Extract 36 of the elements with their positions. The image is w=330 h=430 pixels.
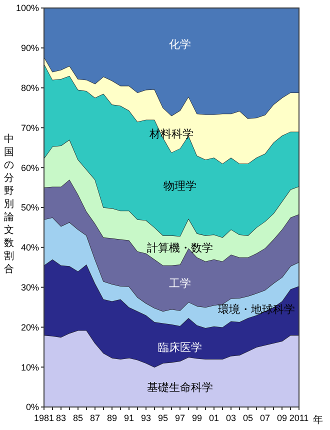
y-tick-label: 30% <box>20 282 39 292</box>
x-tick-label: 91 <box>124 413 134 423</box>
x-tick-label: 93 <box>140 413 152 423</box>
y-tick-label: 40% <box>20 242 39 253</box>
y-tick-label: 80% <box>20 82 39 93</box>
y-tick-label: 0% <box>26 402 39 412</box>
y-tick-label: 60% <box>20 162 39 173</box>
y-tick-label: 20% <box>20 322 39 332</box>
x-tick-label: 89 <box>106 413 118 423</box>
x-tick-label: 99 <box>192 413 202 423</box>
x-tick-label: 95 <box>158 413 168 423</box>
y-tick-label: 70% <box>20 122 39 133</box>
text: 中国の分野別論文数割合 <box>4 134 14 275</box>
x-tick-label: 1981 <box>34 413 54 423</box>
x-tick-label: 83 <box>56 413 66 423</box>
x-tick-label: 85 <box>72 413 84 423</box>
y-tick-label: 100% <box>16 3 39 14</box>
x-tick-label: 05 <box>242 413 254 423</box>
x-tick-label: 03 <box>226 413 236 423</box>
series-label: 材料科学 <box>148 128 194 141</box>
series-label: 臨床医学 <box>158 341 202 354</box>
series-label: 工学 <box>169 278 191 290</box>
series-label: 基礎生命科学 <box>147 380 213 394</box>
x-tick-label: 97 <box>174 413 186 423</box>
series-label: 計算機・数学 <box>147 241 213 254</box>
x-tick-label: 87 <box>90 413 100 423</box>
x-tick-label: 07 <box>260 413 270 423</box>
series-label: 化学 <box>169 38 191 51</box>
y-tick-label: 10% <box>20 362 39 372</box>
y-tick-label: 90% <box>20 43 39 54</box>
x-tick-label: 2011 <box>289 413 309 423</box>
y-tick-label: 50% <box>20 202 39 213</box>
x-tick-label: 01 <box>208 413 220 423</box>
x-axis-title: 年 <box>313 414 323 426</box>
series-label: 物理学 <box>164 180 196 192</box>
x-tick-label: 09 <box>276 413 288 423</box>
